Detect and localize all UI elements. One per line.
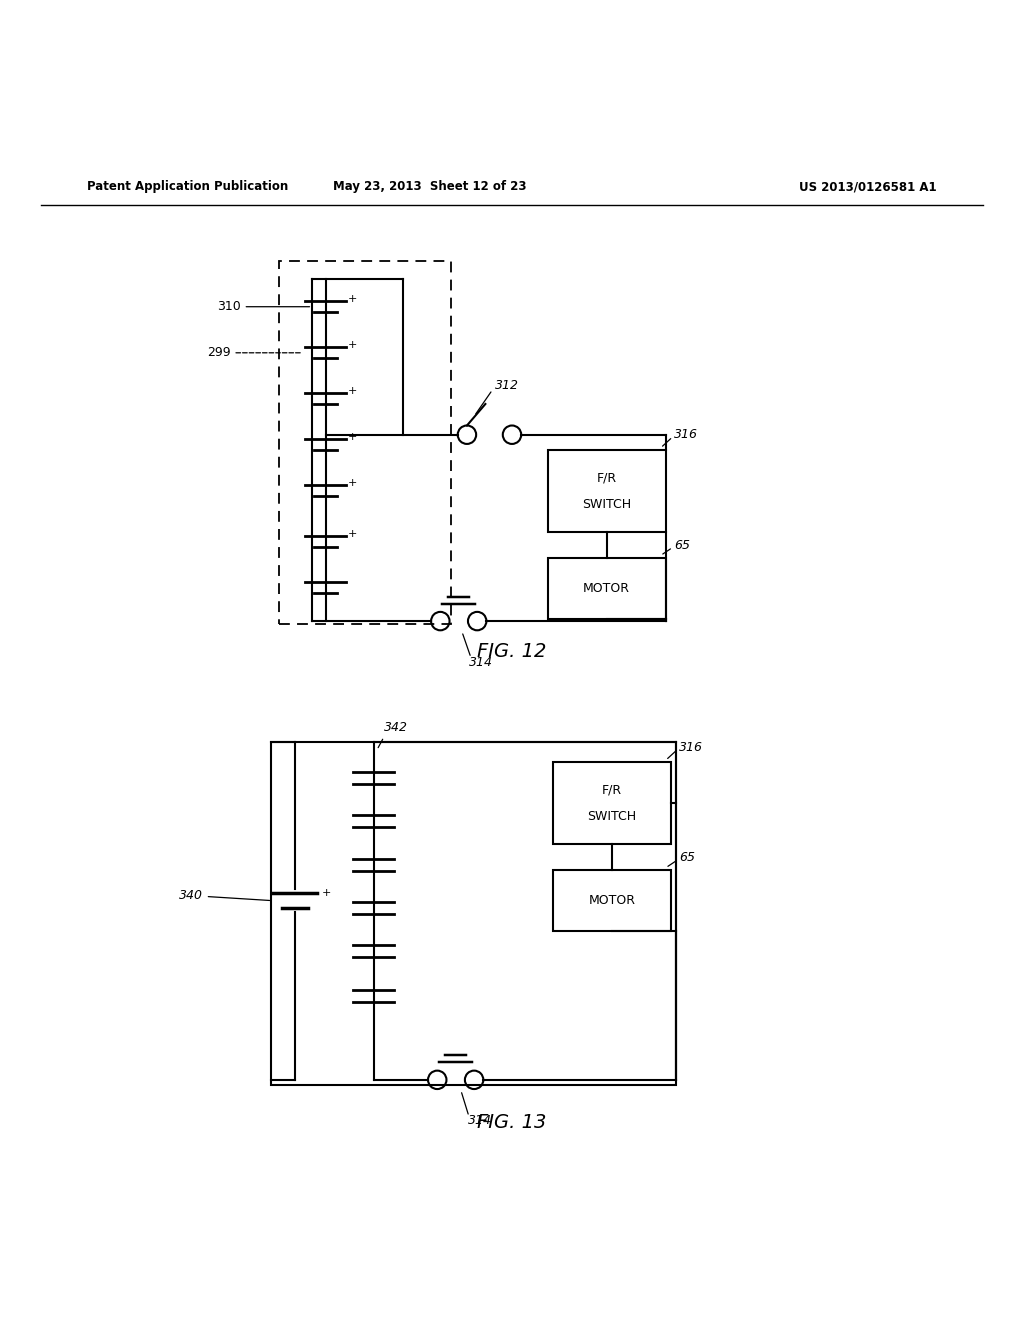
Text: SWITCH: SWITCH	[588, 810, 636, 824]
Text: +: +	[348, 432, 357, 442]
Text: 342: 342	[384, 721, 408, 734]
Bar	[553, 763, 671, 845]
Text: 299: 299	[207, 346, 300, 359]
Text: MOTOR: MOTOR	[584, 582, 630, 595]
Bar	[271, 742, 676, 1085]
Bar	[548, 557, 666, 619]
Text: 340: 340	[179, 890, 269, 902]
Text: F/R: F/R	[602, 784, 622, 796]
Text: 314: 314	[469, 656, 493, 668]
Text: Patent Application Publication: Patent Application Publication	[87, 181, 289, 194]
Text: +: +	[348, 339, 357, 350]
Text: FIG. 13: FIG. 13	[477, 1113, 547, 1133]
Text: 312: 312	[495, 379, 518, 392]
Bar	[553, 870, 671, 932]
Text: FIG. 12: FIG. 12	[477, 643, 547, 661]
Bar	[548, 450, 666, 532]
Bar	[279, 260, 451, 624]
Text: 65: 65	[679, 851, 695, 865]
Text: +: +	[348, 478, 357, 488]
Text: SWITCH: SWITCH	[583, 498, 631, 511]
Text: 316: 316	[674, 428, 697, 441]
Text: MOTOR: MOTOR	[589, 894, 635, 907]
Text: +: +	[348, 385, 357, 396]
Text: +: +	[322, 888, 331, 899]
Text: +: +	[348, 529, 357, 539]
Text: US 2013/0126581 A1: US 2013/0126581 A1	[799, 181, 936, 194]
Text: 65: 65	[674, 539, 690, 552]
Text: 310: 310	[217, 300, 309, 313]
Text: May 23, 2013  Sheet 12 of 23: May 23, 2013 Sheet 12 of 23	[334, 181, 526, 194]
Text: 314: 314	[468, 1114, 492, 1127]
Text: 316: 316	[679, 741, 702, 754]
Text: F/R: F/R	[597, 471, 616, 484]
Text: +: +	[348, 293, 357, 304]
